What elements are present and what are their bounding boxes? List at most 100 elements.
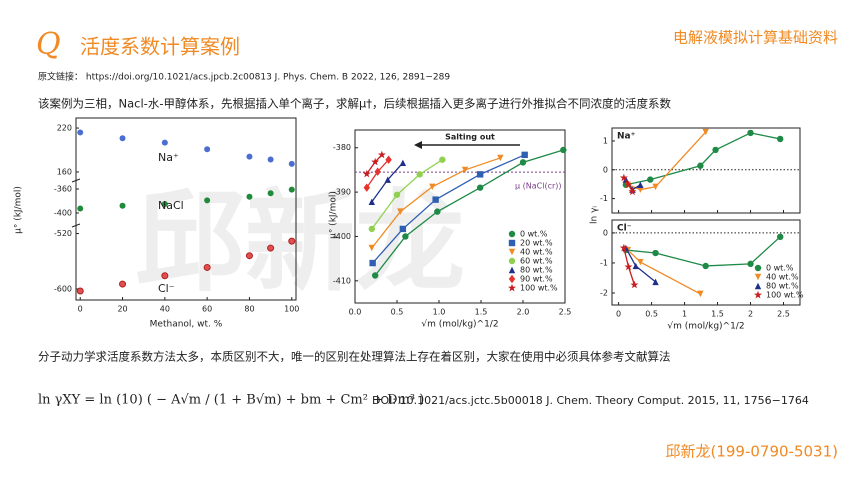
marker (754, 264, 762, 272)
marker (416, 171, 423, 178)
watermark: 邱新龙 (135, 178, 465, 306)
panel-label: NaCl (158, 199, 184, 212)
annotation: Salting out (445, 133, 495, 142)
x-tick-label: 2.5 (777, 310, 790, 319)
legend-label: 80 wt.% (766, 282, 799, 291)
arrow-head (414, 141, 422, 149)
marker (519, 159, 527, 166)
marker (371, 272, 379, 279)
x-tick-label: 0 (616, 310, 621, 319)
marker (777, 233, 784, 241)
marker (754, 282, 762, 290)
x-axis-label: √m (mol/kg)^1/2 (667, 321, 744, 332)
x-tick-label: 2.0 (517, 308, 530, 317)
marker (161, 139, 168, 146)
fit-line (625, 132, 781, 186)
marker (76, 287, 84, 295)
marker (385, 155, 392, 164)
legend-label: 80 wt.% (520, 266, 553, 275)
intro: 该案例为三相，Nacl-水-甲醇体系，先根据插入单个离子，求解μ†，后续根据插入… (38, 97, 672, 111)
y-tick-label: -400 (54, 209, 72, 218)
title: 活度系数计算案例 (80, 35, 240, 59)
marker (497, 154, 504, 162)
legend-label: 60 wt.% (520, 257, 553, 266)
marker (203, 263, 211, 271)
marker (246, 193, 253, 200)
marker (619, 243, 628, 252)
marker (652, 183, 659, 190)
marker (624, 262, 633, 271)
marker (754, 273, 762, 281)
x-tick-label: 40 (160, 305, 170, 314)
marker (77, 205, 84, 212)
marker (432, 196, 439, 203)
marker (702, 262, 709, 270)
marker (267, 156, 274, 163)
marker (619, 173, 628, 182)
marker (652, 249, 659, 257)
y-tick-label: -1 (600, 258, 608, 267)
marker (384, 176, 391, 183)
marker (622, 176, 630, 183)
marker (628, 187, 637, 196)
marker (429, 183, 436, 190)
y-tick-label: -2 (600, 288, 608, 297)
x-tick-label: 0 (78, 305, 83, 314)
fit-line (371, 159, 443, 230)
marker (508, 266, 516, 274)
marker (632, 262, 639, 270)
marker (697, 162, 704, 169)
y-tick-label: 0 (603, 165, 608, 174)
marker (368, 244, 375, 252)
marker (288, 186, 295, 193)
marker (508, 248, 516, 256)
x-tick-label: 20 (117, 305, 127, 314)
marker (288, 237, 296, 245)
marker (560, 146, 567, 154)
marker (637, 186, 644, 193)
y-tick-label: -360 (54, 185, 72, 194)
panel-label: Cl⁻ (617, 224, 632, 234)
note: 分子动力学求活度系数方法太多，本质区别不大，唯一的区别在处理算法上存在着区别，大… (38, 350, 671, 364)
marker (267, 190, 274, 197)
marker (399, 225, 407, 233)
marker (77, 129, 84, 136)
marker (397, 208, 404, 215)
y-tick-label: -600 (54, 284, 72, 293)
legend-label: 90 wt.% (520, 275, 553, 284)
marker (702, 128, 709, 136)
marker (368, 198, 375, 206)
x-tick-label: 2.5 (559, 308, 572, 317)
fit-line (627, 249, 701, 295)
marker (368, 225, 375, 233)
marker (119, 135, 126, 142)
fit-line (374, 149, 564, 276)
marker (245, 252, 253, 260)
marker (288, 160, 295, 167)
y-tick-label: -1 (600, 194, 608, 203)
marker (747, 260, 754, 268)
y-tick-label: -410 (333, 276, 351, 285)
marker (754, 290, 762, 299)
logo: Q (36, 27, 61, 62)
x-tick-label: 1.0 (433, 308, 446, 317)
marker (374, 167, 381, 176)
x-tick-label: 100 (284, 305, 299, 314)
marker (363, 183, 370, 192)
marker (161, 201, 168, 207)
marker (697, 290, 704, 298)
marker (362, 169, 371, 178)
marker (267, 244, 275, 252)
y-tick-label: 160 (57, 167, 72, 176)
axis-break (71, 223, 81, 228)
marker (461, 166, 469, 174)
marker (369, 259, 376, 267)
marker (402, 233, 409, 240)
formula: ln γXY = ln (10) ( − A√m / (1 + B√m) + b… (38, 393, 424, 408)
marker (204, 197, 211, 204)
marker (630, 280, 639, 289)
marker (637, 181, 644, 188)
x-tick-label: 80 (244, 305, 254, 314)
y-tick-label: -520 (54, 229, 72, 238)
